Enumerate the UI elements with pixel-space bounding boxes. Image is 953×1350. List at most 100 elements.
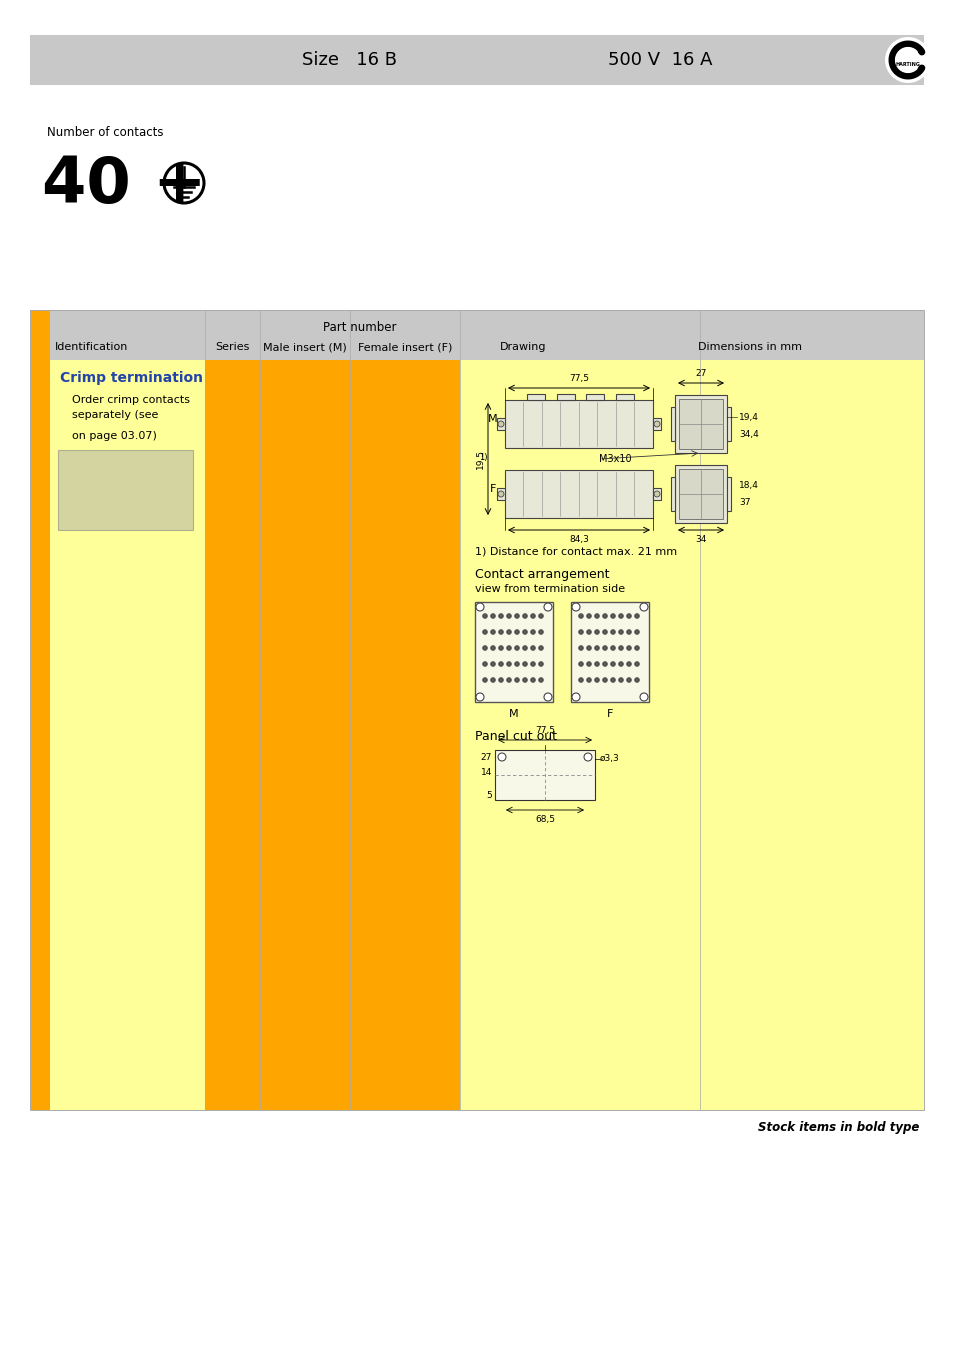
Bar — [670, 477, 675, 512]
Circle shape — [514, 678, 519, 683]
Circle shape — [482, 645, 487, 651]
Text: 19,5: 19,5 — [476, 450, 484, 468]
Text: Crimp termination: Crimp termination — [60, 371, 203, 385]
Text: 18,4: 18,4 — [739, 481, 758, 490]
Text: 34: 34 — [695, 535, 706, 544]
Circle shape — [626, 613, 631, 618]
Circle shape — [498, 662, 503, 667]
Circle shape — [522, 645, 527, 651]
Text: 500 V  16 A: 500 V 16 A — [607, 51, 712, 69]
Text: Stock items in bold type: Stock items in bold type — [757, 1122, 918, 1134]
Circle shape — [522, 613, 527, 618]
Text: Size   16 B: Size 16 B — [302, 51, 397, 69]
Circle shape — [639, 603, 647, 612]
Text: HARTING: HARTING — [895, 62, 920, 66]
Circle shape — [506, 662, 511, 667]
Circle shape — [537, 629, 543, 634]
Circle shape — [654, 421, 659, 427]
Text: Series: Series — [215, 343, 250, 352]
Text: 5: 5 — [486, 791, 492, 799]
Circle shape — [634, 613, 639, 618]
Bar — [30, 35, 923, 85]
Bar — [675, 396, 726, 454]
Circle shape — [530, 645, 535, 651]
Text: Number of contacts: Number of contacts — [47, 127, 163, 139]
Circle shape — [586, 662, 591, 667]
Text: separately (see: separately (see — [71, 410, 158, 420]
Circle shape — [618, 629, 623, 634]
Bar — [726, 477, 730, 512]
Circle shape — [626, 678, 631, 683]
Text: Female insert (F): Female insert (F) — [357, 343, 452, 352]
Text: 84,3: 84,3 — [569, 535, 588, 544]
Circle shape — [498, 645, 503, 651]
Text: M: M — [509, 709, 518, 720]
Text: on page 03.07): on page 03.07) — [71, 431, 156, 441]
Text: M3x10: M3x10 — [598, 454, 631, 464]
Circle shape — [497, 421, 503, 427]
Text: Male insert (M): Male insert (M) — [263, 343, 347, 352]
Circle shape — [634, 678, 639, 683]
Text: M: M — [488, 414, 497, 424]
Circle shape — [490, 678, 495, 683]
Circle shape — [578, 613, 583, 618]
Circle shape — [618, 645, 623, 651]
Bar — [497, 487, 504, 500]
Bar — [58, 450, 193, 531]
Bar — [30, 310, 923, 1110]
Bar — [652, 418, 660, 431]
Circle shape — [583, 753, 592, 761]
Circle shape — [506, 629, 511, 634]
Bar — [475, 602, 553, 702]
Circle shape — [543, 693, 552, 701]
Circle shape — [602, 629, 607, 634]
Text: view from termination side: view from termination side — [475, 585, 624, 594]
Circle shape — [618, 662, 623, 667]
Text: 37: 37 — [739, 498, 750, 508]
Circle shape — [530, 678, 535, 683]
Circle shape — [578, 629, 583, 634]
Text: Contact arrangement: Contact arrangement — [475, 568, 609, 580]
Circle shape — [602, 662, 607, 667]
Bar — [50, 310, 923, 360]
Circle shape — [522, 662, 527, 667]
Circle shape — [498, 629, 503, 634]
Text: Dimensions in mm: Dimensions in mm — [698, 343, 801, 352]
Circle shape — [498, 613, 503, 618]
Circle shape — [572, 693, 579, 701]
Circle shape — [490, 629, 495, 634]
Circle shape — [618, 678, 623, 683]
Circle shape — [543, 603, 552, 612]
Circle shape — [594, 613, 598, 618]
Bar — [527, 394, 544, 400]
Circle shape — [164, 163, 204, 202]
Bar — [726, 406, 730, 441]
Circle shape — [482, 629, 487, 634]
Text: 1) Distance for contact max. 21 mm: 1) Distance for contact max. 21 mm — [475, 545, 677, 556]
Bar — [679, 468, 722, 518]
Circle shape — [626, 629, 631, 634]
Circle shape — [506, 645, 511, 651]
Circle shape — [626, 645, 631, 651]
Circle shape — [497, 753, 505, 761]
Bar — [586, 394, 603, 400]
Text: 34,4: 34,4 — [739, 431, 758, 439]
Bar — [652, 487, 660, 500]
Circle shape — [634, 629, 639, 634]
Circle shape — [610, 645, 615, 651]
Circle shape — [594, 678, 598, 683]
Text: Part number: Part number — [323, 321, 396, 333]
Bar — [260, 360, 350, 1110]
Circle shape — [490, 613, 495, 618]
Circle shape — [586, 645, 591, 651]
Circle shape — [497, 491, 503, 497]
Circle shape — [639, 693, 647, 701]
Bar — [670, 406, 675, 441]
Circle shape — [537, 645, 543, 651]
Circle shape — [610, 613, 615, 618]
Circle shape — [654, 491, 659, 497]
Circle shape — [618, 613, 623, 618]
Circle shape — [530, 629, 535, 634]
Text: 77,5: 77,5 — [568, 374, 588, 383]
Bar — [495, 751, 595, 801]
